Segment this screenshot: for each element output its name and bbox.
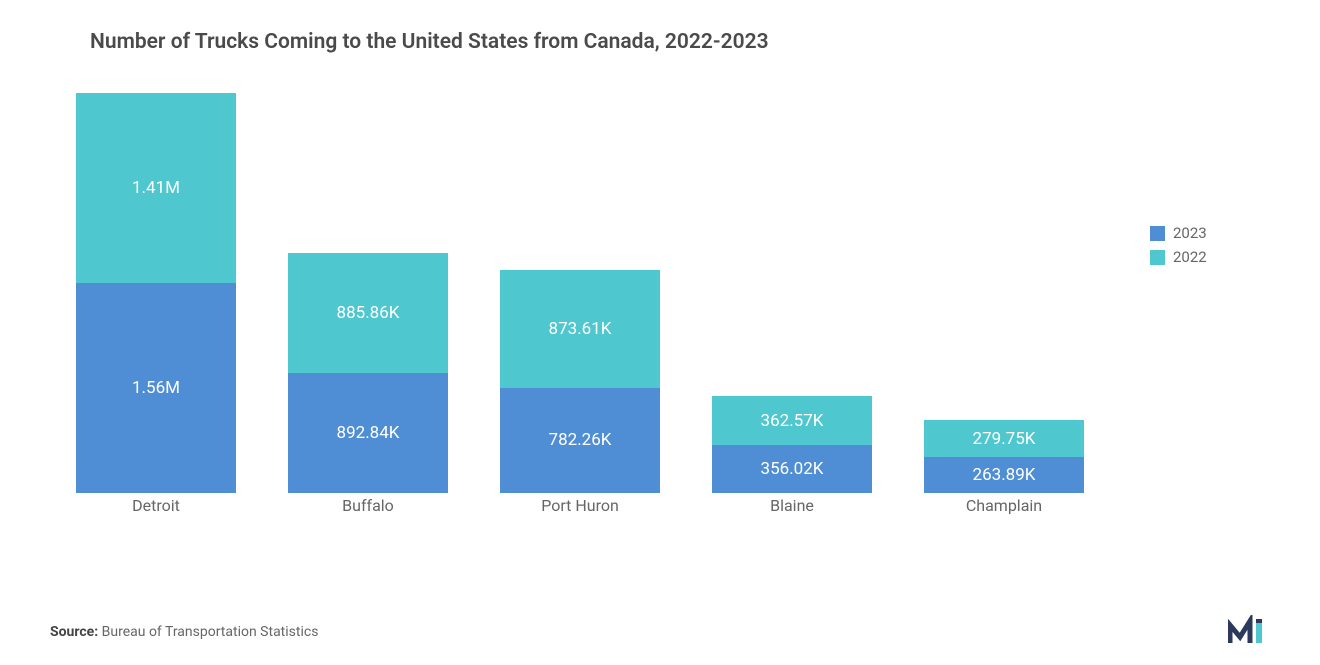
bar-group: 782.26K873.61K [500,270,660,493]
source-line: Source: Bureau of Transportation Statist… [50,624,318,640]
bar-stack: 1.56M1.41M [76,93,236,493]
bar-stack: 892.84K885.86K [288,253,448,493]
x-axis-label: Blaine [712,496,872,524]
bar-group: 1.56M1.41M [76,93,236,493]
bar-segment: 263.89K [924,457,1084,493]
bar-stack: 356.02K362.57K [712,396,872,493]
source-text: Bureau of Transportation Statistics [102,624,319,640]
bar-group: 263.89K279.75K [924,420,1084,493]
bar-segment: 279.75K [924,420,1084,458]
chart-title: Number of Trucks Coming to the United St… [90,30,1270,54]
x-axis-label: Port Huron [500,496,660,524]
bar-segment: 892.84K [288,373,448,493]
legend-label: 2022 [1173,248,1207,266]
legend-swatch [1150,250,1165,265]
plot-area: 1.56M1.41M 892.84K885.86K 782.26K873.61K 35… [50,94,1110,524]
bar-segment: 1.56M [76,283,236,493]
x-axis-label: Detroit [76,496,236,524]
legend-swatch [1150,226,1165,241]
bar-segment: 873.61K [500,270,660,388]
bar-group: 892.84K885.86K [288,253,448,493]
legend-item: 2022 [1150,248,1207,266]
legend: 2023 2022 [1150,224,1207,266]
legend-label: 2023 [1173,224,1207,242]
legend-item: 2023 [1150,224,1207,242]
bar-segment: 782.26K [500,388,660,493]
x-axis-label: Champlain [924,496,1084,524]
bar-stack: 263.89K279.75K [924,420,1084,493]
bar-segment: 885.86K [288,253,448,372]
x-axis-label: Buffalo [288,496,448,524]
source-label: Source: [50,624,98,640]
x-axis-labels: Detroit Buffalo Port Huron Blaine Champlain [50,496,1110,524]
bar-stack: 782.26K873.61K [500,270,660,493]
bar-segment: 1.41M [76,93,236,283]
bar-segment: 356.02K [712,445,872,493]
chart-container: 1.56M1.41M 892.84K885.86K 782.26K873.61K 35… [50,94,1270,524]
bars-row: 1.56M1.41M 892.84K885.86K 782.26K873.61K 35… [50,94,1110,494]
bar-segment: 362.57K [712,396,872,445]
brand-logo-icon [1228,615,1280,647]
bar-group: 356.02K362.57K [712,396,872,493]
